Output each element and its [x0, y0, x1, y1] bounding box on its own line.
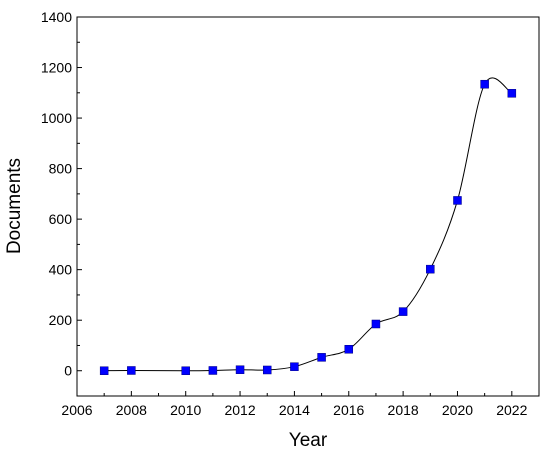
data-point [344, 345, 354, 354]
plot-frame [76, 16, 540, 397]
x-tick-label: 2018 [388, 402, 419, 418]
data-point [99, 366, 109, 375]
x-tick-label: 2022 [496, 402, 527, 418]
y-tick-label: 800 [49, 161, 73, 177]
data-point [262, 365, 272, 375]
y-tick-label: 1000 [41, 110, 72, 126]
data-point [480, 79, 489, 89]
x-tick-label: 2010 [170, 402, 201, 418]
data-point [398, 307, 408, 316]
data-point [208, 366, 218, 375]
y-tick-label: 0 [64, 363, 72, 379]
y-tick-label: 600 [49, 211, 73, 227]
y-tick-label: 1200 [41, 60, 72, 76]
data-point [317, 353, 326, 362]
data-point [127, 366, 136, 375]
data-point [371, 319, 381, 329]
data-point [453, 196, 462, 205]
x-tick-label: 2014 [279, 402, 310, 418]
y-tick-label: 200 [49, 312, 73, 328]
data-point [235, 365, 245, 374]
y-tick-label: 400 [49, 262, 73, 278]
data-series [99, 77, 517, 375]
axis-ticks: 0 200 400 600 800 1000 1200 1400 2006 2008 2010 201… [41, 9, 528, 418]
series-line [104, 77, 513, 372]
x-tick-label: 2016 [333, 402, 364, 418]
data-point [290, 362, 299, 371]
x-tick-label: 2020 [442, 402, 473, 418]
y-tick-label: 1400 [41, 9, 72, 25]
x-axis-title: Year [289, 430, 328, 451]
y-axis-title: Documents [4, 158, 25, 254]
data-point [507, 89, 517, 98]
x-tick-label: 2008 [116, 402, 147, 418]
data-point [426, 264, 435, 274]
x-tick-label: 2006 [61, 402, 92, 418]
x-tick-label: 2012 [224, 402, 255, 418]
data-point [181, 366, 190, 375]
